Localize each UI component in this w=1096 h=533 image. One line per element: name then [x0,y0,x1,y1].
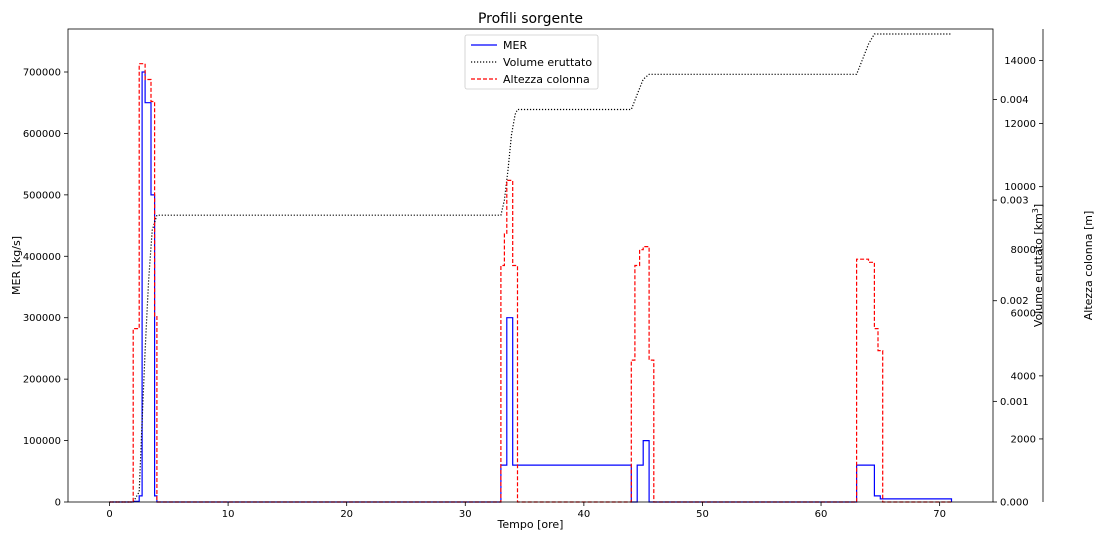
y-tick-label-1: 100000 [23,436,61,447]
series-layer [109,33,953,503]
x-tick-label-3: 30 [459,509,472,520]
y3-tick-label-6: 14000 [1004,56,1036,67]
y2-axis-label-main: Volume eruttato [km [1032,213,1045,327]
x-tick-label-2: 20 [340,509,353,520]
y3-tick-label-2: 6000 [1011,308,1036,319]
legend: MER Volume eruttato Altezza colonna [464,34,599,90]
x-tick-label-7: 70 [933,509,946,520]
x-axis-label: Tempo [ore] [497,518,564,531]
y2-tick-label-2: 0.002 [1000,296,1029,307]
y3-tick-label-0: 2000 [1011,434,1036,445]
y-tick-label-3: 300000 [23,313,61,324]
legend-label-0: MER [503,39,527,52]
plot-frame [67,28,994,503]
y-axis-label: MER [kg/s] [10,236,23,295]
y-tick-label-0: 0 [55,498,61,509]
y3-tick-label-3: 8000 [1011,245,1036,256]
series-line-0 [109,71,953,503]
axes-layer: 0 10 20 30 40 50 60 70 0 100000 200000 300000 400000… [23,28,1044,520]
y2-tick-label-4: 0.004 [1000,95,1029,106]
y3-tick-label-5: 12000 [1004,119,1036,130]
y-tick-label-5: 500000 [23,190,61,201]
chart-title: Profili sorgente [478,11,583,27]
y2-axis-label: Volume eruttato [km3] [1031,204,1045,327]
y2-tick-label-1: 0.001 [1000,397,1029,408]
x-tick-label-1: 10 [222,509,235,520]
y-tick-label-2: 200000 [23,375,61,386]
legend-box [464,34,599,90]
legend-label-1: Volume eruttato [503,56,592,69]
x-tick-label-6: 60 [815,509,828,520]
series-line-1 [109,33,952,503]
y-tick-label-7: 700000 [23,68,61,79]
x-tick-label-4: 40 [577,509,590,520]
x-tick-label-0: 0 [106,509,112,520]
y2-tick-label-0: 0.000 [1000,498,1029,509]
y3-axis-label: Altezza colonna [m] [1082,211,1095,321]
y2-axis-label-sup: 3 [1031,208,1040,213]
y3-tick-label-4: 10000 [1004,182,1036,193]
y-tick-label-4: 400000 [23,252,61,263]
legend-label-2: Altezza colonna [503,73,590,86]
y2-axis-label-end: ] [1032,204,1045,208]
y-tick-label-6: 600000 [23,129,61,140]
y3-tick-label-1: 4000 [1011,371,1036,382]
x-tick-label-5: 50 [696,509,709,520]
y2-tick-label-3: 0.003 [1000,196,1029,207]
series-line-2 [109,63,952,503]
